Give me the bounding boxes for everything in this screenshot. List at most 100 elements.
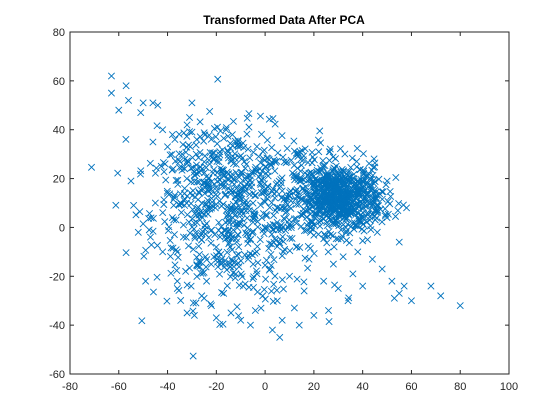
data-point (237, 270, 245, 278)
data-point (253, 143, 261, 151)
data-point (157, 162, 165, 170)
data-point (303, 226, 311, 234)
data-point (339, 253, 347, 261)
data-point (244, 235, 252, 243)
data-point (295, 321, 303, 329)
data-point (170, 231, 178, 239)
data-point (369, 198, 377, 206)
data-point (206, 107, 214, 115)
data-point (278, 187, 286, 195)
data-point (324, 248, 332, 256)
data-point (280, 158, 288, 166)
data-point (325, 318, 333, 326)
data-point (321, 207, 329, 215)
data-point (240, 144, 248, 152)
data-point (251, 306, 259, 315)
data-point (241, 183, 249, 191)
data-point (371, 178, 379, 186)
data-point (264, 182, 272, 190)
data-point (262, 275, 270, 283)
data-point (187, 282, 195, 290)
data-point (326, 193, 334, 201)
data-point (229, 117, 237, 125)
data-point (296, 174, 304, 182)
data-point (166, 236, 174, 244)
data-point (329, 168, 337, 176)
data-point (125, 96, 133, 104)
data-point (350, 175, 358, 183)
data-point (145, 226, 153, 234)
data-point (217, 181, 225, 189)
data-point (298, 161, 306, 169)
data-point (204, 196, 212, 204)
data-point (189, 245, 197, 253)
data-point (364, 210, 372, 218)
data-point (171, 135, 179, 144)
data-point (159, 248, 167, 256)
data-point (216, 270, 224, 278)
data-point (112, 201, 120, 209)
data-point (205, 131, 213, 139)
data-point (217, 229, 225, 237)
data-point (234, 141, 242, 149)
data-point (254, 218, 262, 226)
data-point (325, 213, 333, 221)
data-point (355, 215, 364, 223)
data-point (222, 126, 230, 134)
data-point (328, 209, 336, 217)
data-point (220, 289, 228, 297)
data-point (151, 199, 159, 207)
data-point (303, 192, 311, 200)
data-point (122, 82, 130, 90)
data-point (299, 156, 307, 164)
data-point (212, 200, 220, 208)
data-point (177, 200, 185, 208)
data-point (290, 147, 298, 155)
data-point (334, 235, 342, 243)
data-point (251, 192, 259, 200)
data-point (341, 181, 349, 189)
data-point (342, 223, 350, 232)
data-point (166, 190, 174, 198)
data-point (236, 210, 244, 218)
data-point (198, 199, 206, 207)
data-point (313, 210, 321, 218)
data-point (287, 197, 295, 205)
data-point (266, 221, 274, 229)
data-point (304, 171, 312, 179)
data-point (314, 230, 322, 238)
data-point (145, 209, 154, 218)
data-point (227, 203, 235, 211)
data-point (187, 164, 195, 172)
data-point (341, 150, 349, 158)
data-point (122, 249, 130, 257)
y-tick-label: 60 (53, 76, 65, 88)
data-point (201, 230, 210, 238)
data-point (329, 179, 337, 187)
data-point (305, 205, 313, 213)
data-point (324, 181, 332, 189)
data-point (162, 176, 170, 184)
data-point (360, 167, 368, 175)
data-point (210, 180, 218, 188)
data-point (183, 309, 191, 317)
data-point (208, 151, 216, 159)
data-point (168, 214, 176, 222)
data-point (290, 161, 298, 169)
data-point (212, 314, 220, 322)
data-point (222, 235, 230, 243)
data-point (297, 195, 305, 203)
data-point (207, 227, 215, 235)
data-point (246, 154, 254, 162)
data-point (147, 214, 155, 222)
data-point (373, 228, 381, 236)
data-point (130, 201, 138, 209)
x-tick-label: 20 (308, 381, 320, 393)
data-point (342, 236, 350, 244)
data-point (224, 148, 232, 156)
chart-title: Transformed Data After PCA (203, 13, 365, 27)
data-point (223, 282, 231, 290)
data-point (236, 186, 244, 194)
data-point (245, 207, 253, 215)
data-point (314, 136, 322, 144)
